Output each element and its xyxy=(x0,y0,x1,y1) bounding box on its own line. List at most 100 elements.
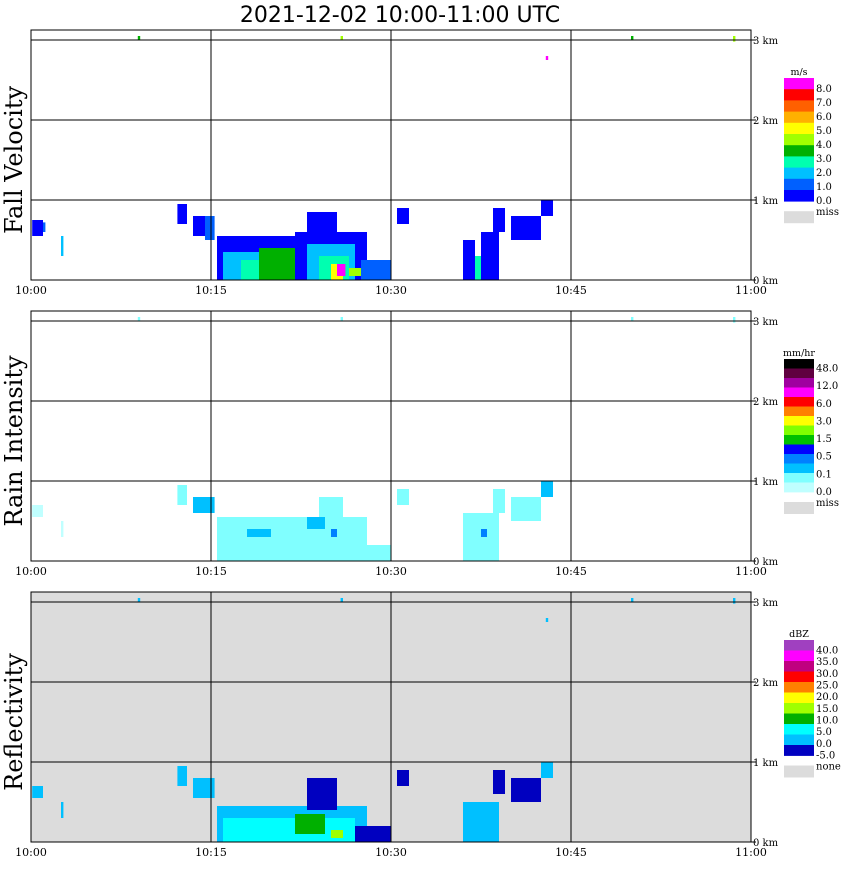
legend-swatch xyxy=(784,100,814,112)
legend-swatch xyxy=(784,713,814,725)
heatmap-cell xyxy=(137,36,141,40)
legend-label: 3.0 xyxy=(816,154,832,165)
x-tick-label: 10:00 xyxy=(15,284,47,297)
heatmap-cell xyxy=(193,497,215,513)
legend-label: 40.0 xyxy=(816,646,838,657)
y-tick-label: 3 km xyxy=(753,317,779,328)
x-tick-label: 10:15 xyxy=(195,284,227,297)
heatmap-cell xyxy=(177,485,187,505)
heatmap-cell xyxy=(493,489,505,513)
heatmap-cell xyxy=(493,208,505,232)
legend-label: 0.0 xyxy=(816,196,832,207)
y-axis-label: Fall Velocity xyxy=(0,86,28,235)
legend-swatch xyxy=(784,463,814,474)
x-tick-label: 11:00 xyxy=(735,846,767,859)
legend-label: 7.0 xyxy=(816,98,832,109)
x-tick-label: 10:45 xyxy=(555,284,587,297)
y-tick-label: 3 km xyxy=(753,36,779,47)
heatmap-cell xyxy=(397,770,409,786)
y-axis-label: Reflectivity xyxy=(0,653,28,791)
legend-label: 4.0 xyxy=(816,140,832,151)
chart-title: 2021-12-02 10:00-11:00 UTC xyxy=(240,3,560,28)
heatmap-cell xyxy=(331,830,343,838)
legend-label: 2.0 xyxy=(816,168,832,179)
legend-swatch xyxy=(784,178,814,191)
legend-miss-label: none xyxy=(816,762,841,773)
legend-swatch xyxy=(784,692,814,704)
y-tick-label: 1 km xyxy=(753,477,779,488)
legend-label: 10.0 xyxy=(816,716,838,727)
heatmap-cell xyxy=(43,222,46,232)
heatmap-cell xyxy=(733,317,736,323)
heatmap-cell xyxy=(205,216,215,240)
heatmap-cell xyxy=(307,778,337,810)
legend-label: 0.1 xyxy=(816,469,832,480)
legend-label: -5.0 xyxy=(816,751,835,762)
heatmap-cell xyxy=(340,36,343,40)
heatmap-cell xyxy=(193,216,205,236)
legend-label: 0.0 xyxy=(816,487,832,498)
heatmap-cell xyxy=(331,529,337,537)
heatmap-cell xyxy=(481,232,499,280)
panel-3: 0 km 1 km 2 km 3 km 10:00 10:15 10:30 10:45 11:0… xyxy=(0,591,841,859)
legend-swatch xyxy=(784,368,814,379)
legend-swatch xyxy=(784,190,814,202)
heatmap-cells xyxy=(32,317,736,561)
heatmap-cell xyxy=(733,598,736,604)
heatmap-cell xyxy=(217,517,367,561)
x-tick-label: 10:30 xyxy=(375,846,407,859)
legend-label: 1.5 xyxy=(816,434,832,445)
legend-swatch xyxy=(784,435,814,445)
y-tick-label: 3 km xyxy=(753,598,779,609)
panel-2: 0 km 1 km 2 km 3 km 10:00 10:15 10:30 10:45 11:0… xyxy=(0,310,839,578)
heatmap-cell xyxy=(493,770,505,794)
legend-swatch xyxy=(784,671,814,683)
legend-swatch xyxy=(784,156,814,168)
legend-label: 35.0 xyxy=(816,657,838,668)
panel-frame xyxy=(30,591,752,843)
heatmap-cell xyxy=(61,802,64,818)
legend-swatch xyxy=(784,745,814,756)
legend-miss-swatch xyxy=(784,211,814,224)
legend-label: 12.0 xyxy=(816,381,838,392)
legend-label: 30.0 xyxy=(816,669,838,680)
x-tick-label: 10:00 xyxy=(15,565,47,578)
legend-swatch xyxy=(784,89,814,101)
x-tick-label: 11:00 xyxy=(735,565,767,578)
heatmap-cell xyxy=(367,545,391,561)
legend-label: 0.5 xyxy=(816,452,832,463)
legend-swatch xyxy=(784,397,814,407)
legend-label: 6.0 xyxy=(816,399,832,410)
legend-swatch xyxy=(784,167,814,180)
legend-unit: mm/hr xyxy=(783,348,815,359)
heatmap-cell xyxy=(32,786,43,798)
heatmap-cell xyxy=(463,240,475,280)
heatmap-cell xyxy=(397,489,409,505)
heatmap-cell xyxy=(137,598,141,602)
legend-swatch xyxy=(784,378,814,388)
x-tick-label: 10:30 xyxy=(375,284,407,297)
legend-swatch xyxy=(784,78,814,90)
heatmap-cell xyxy=(511,497,541,521)
legend-swatch xyxy=(784,387,814,398)
legend-label: 25.0 xyxy=(816,681,838,692)
legend-swatch xyxy=(784,482,814,493)
heatmap-cell xyxy=(340,598,343,602)
heatmap-cell xyxy=(32,505,43,517)
heatmap-cell xyxy=(32,220,43,236)
legend-label: 1.0 xyxy=(816,182,832,193)
y-tick-label: 0 km xyxy=(753,557,779,568)
x-tick-label: 10:15 xyxy=(195,846,227,859)
heatmap-cell xyxy=(61,236,64,256)
legend-swatch xyxy=(784,682,814,693)
legend-label: 5.0 xyxy=(816,727,832,738)
heatmap-cell xyxy=(247,529,271,537)
legend-swatch xyxy=(784,122,814,135)
legend-swatch xyxy=(784,703,814,714)
legend-miss-label: miss xyxy=(816,207,839,218)
heatmap-cell xyxy=(340,317,343,321)
heatmap-cell xyxy=(511,778,541,802)
y-tick-label: 2 km xyxy=(753,116,779,127)
y-tick-label: 1 km xyxy=(753,196,779,207)
